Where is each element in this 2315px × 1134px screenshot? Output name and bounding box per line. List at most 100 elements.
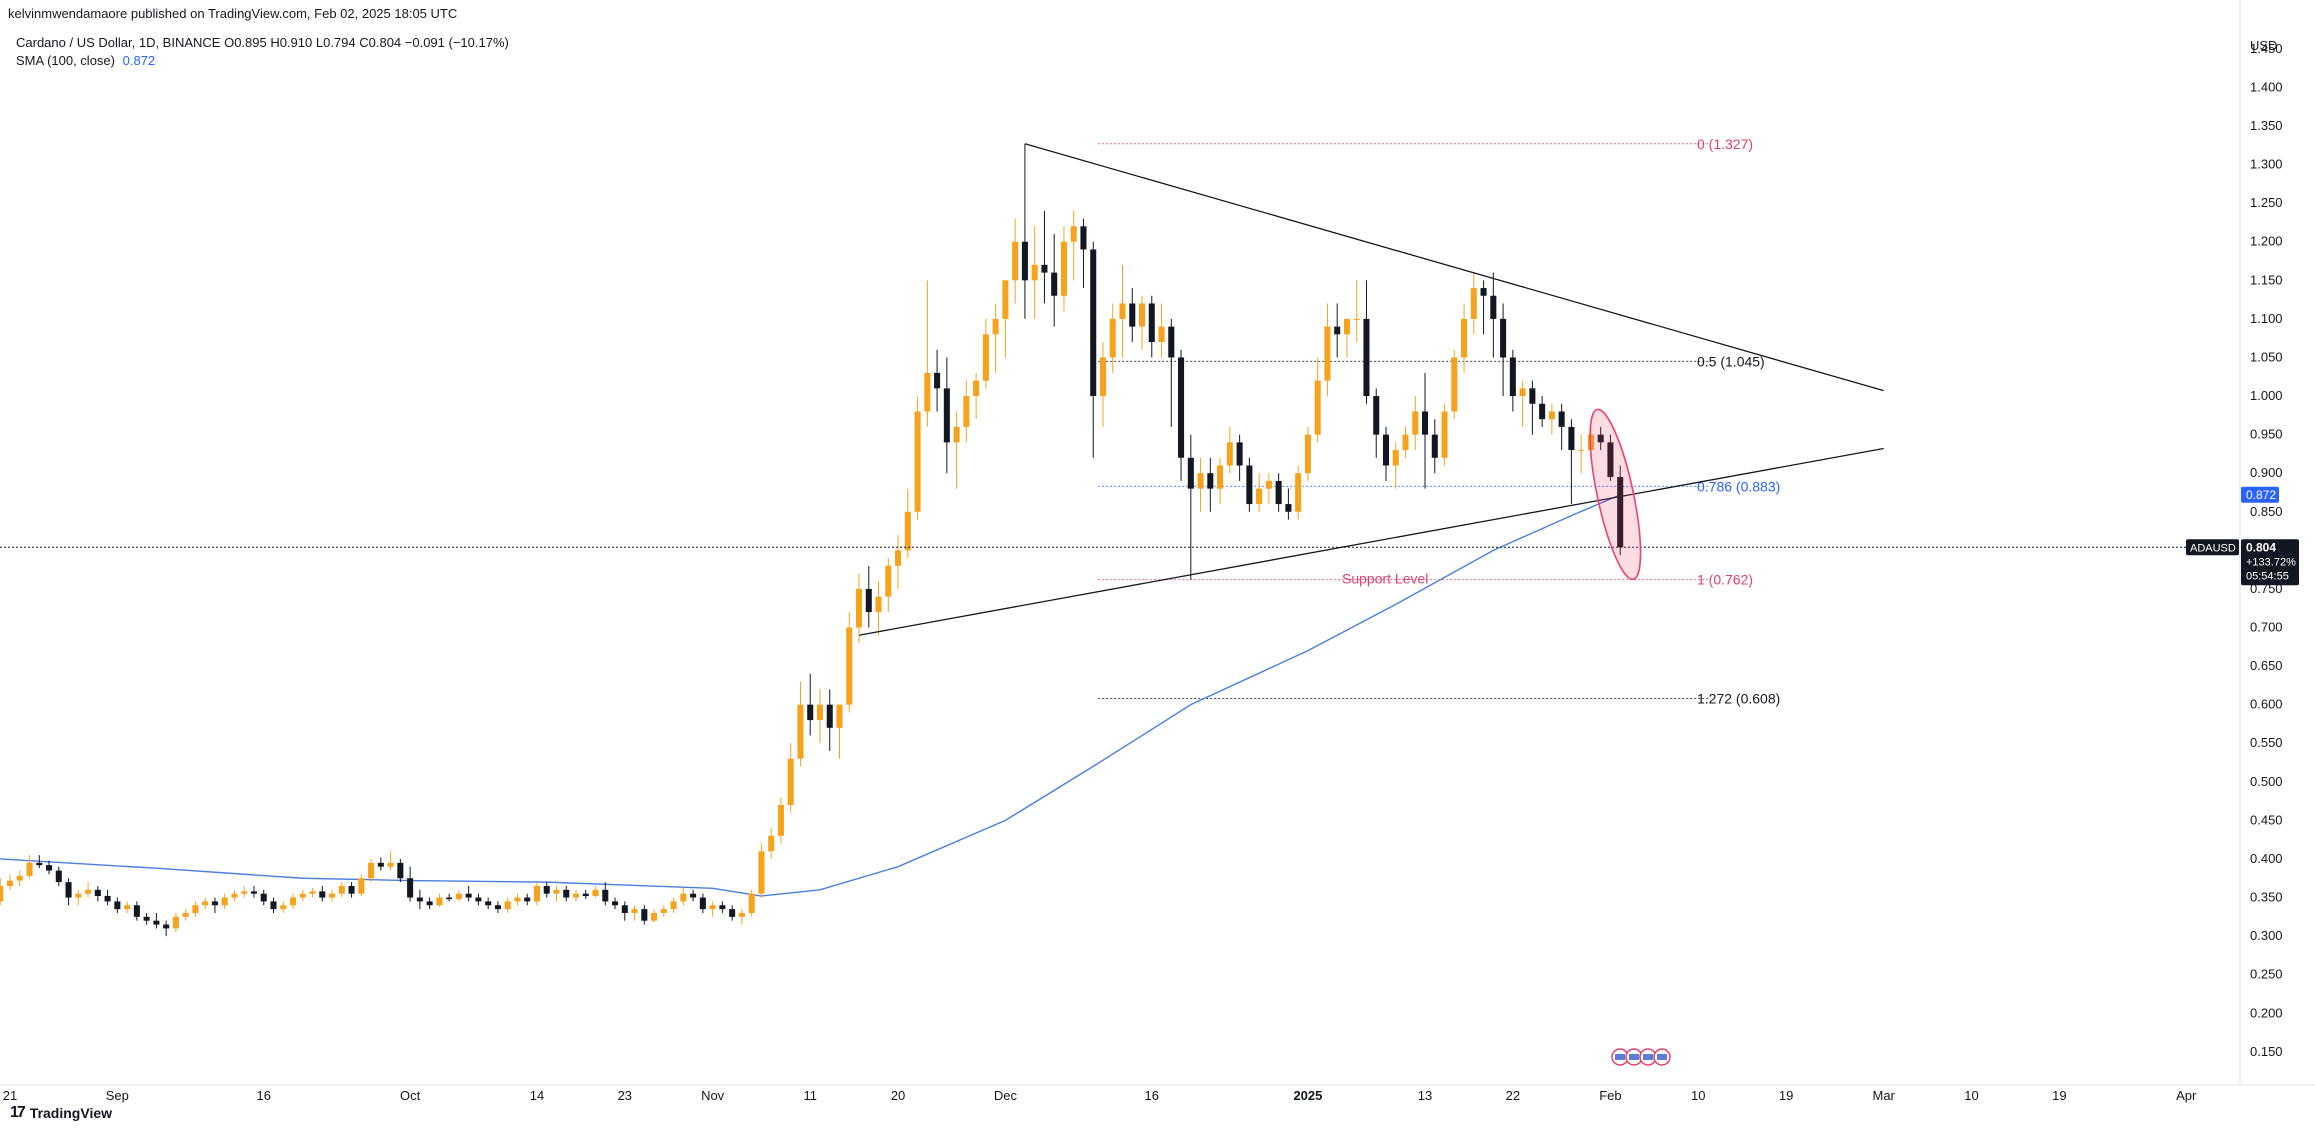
candle [1158,303,1165,358]
candle [250,885,257,898]
sma-legend[interactable]: SMA (100, close) 0.872 [16,52,513,70]
candle-body [1148,303,1155,343]
candle-body [104,896,111,902]
time-tick-label: Feb [1599,1088,1621,1103]
candle-body [748,893,755,913]
candle-body [241,891,248,894]
candle-body [836,704,843,728]
candle-body [1138,303,1146,327]
candle-body [1324,326,1331,381]
candle-body [1168,326,1175,358]
price-tick-label: 0.450 [2250,812,2283,827]
candle [55,866,62,886]
candle [1539,396,1546,427]
candle [1597,426,1604,451]
candle-body [270,901,277,910]
candle-body [982,334,989,381]
candle-body [289,897,297,906]
price-tick-label: 0.700 [2250,620,2283,635]
sma-value: 0.872 [122,53,156,68]
price-tags: 0.872 ADAUSD 0.804 +133.72% 05:54:55 [2186,486,2299,586]
candle [924,280,931,427]
event-icons[interactable] [1611,1048,1671,1066]
candle-body [816,704,824,721]
candle-body [612,901,619,906]
time-axis[interactable]: 21 Sep 16 Oct 14 23 Nov 11 20 Dec 16 2025 13 22 Feb 10 1… [3,1088,2197,1103]
candle-body [768,835,775,852]
candle-body [1558,411,1565,427]
candle-body [680,893,687,902]
candle [1178,349,1185,481]
candle-body [1031,264,1038,281]
price-tick-label: 0.200 [2250,1005,2283,1020]
candle-body [953,426,960,443]
symbol-ohlc: Cardano / US Dollar, 1D, BINANCE O0.895 … [16,35,509,50]
candle [1441,403,1448,466]
price-axis[interactable]: 1.450 1.400 1.350 1.300 1.250 1.200 1.150 1.100… [2250,41,2283,1059]
candle [153,912,160,929]
candle-body [797,704,804,759]
candle-body [1441,411,1448,458]
candle-body [1187,457,1194,489]
candle [85,882,92,898]
candle-body [641,909,648,921]
candle-body [465,893,472,898]
candles-layer [0,143,1624,937]
candle [807,673,814,736]
price-tick-label: 1.350 [2250,118,2283,133]
candle [973,372,980,420]
time-tick-label: 13 [1418,1088,1432,1103]
candle-body [1129,303,1136,327]
candle-body [1256,488,1263,505]
candle [914,396,921,520]
candle [172,912,179,933]
candle [241,885,248,898]
candle [211,897,218,913]
price-tick-label: 0.400 [2250,851,2283,866]
candle-body [1217,465,1224,489]
time-tick-label: Nov [701,1088,725,1103]
candle [719,901,726,913]
candle [875,581,882,636]
symbol-tag-text: ADAUSD [2190,542,2236,554]
candle-body [1236,442,1243,466]
price-tick-label: 0.500 [2250,774,2283,789]
candle-body [1285,504,1292,512]
candle [1431,419,1438,474]
candle [816,689,824,744]
event-flag-fill [1643,1054,1653,1060]
candle-body [211,901,218,906]
candle [748,889,755,917]
candle [387,851,394,871]
candle-body [309,891,316,894]
candle [280,901,287,913]
candle-body [924,372,931,412]
candle-body [631,909,638,913]
candle-body [963,396,970,427]
candle [455,889,462,902]
symbol-legend[interactable]: Cardano / US Dollar, 1D, BINANCE O0.895 … [16,34,513,52]
candle [416,889,423,910]
candle [660,905,667,917]
candle [1138,295,1146,350]
candle-body [397,862,404,879]
time-tick-label: Sep [106,1088,129,1103]
candle-body [1099,357,1107,397]
candle [1353,280,1360,343]
candle-body [592,889,599,897]
candle-body [1178,357,1185,458]
candle-body [690,893,697,898]
candle [26,855,33,879]
candle-body [1421,411,1429,435]
candle-body [621,905,628,913]
chart-legend: Cardano / US Dollar, 1D, BINANCE O0.895 … [16,34,513,70]
candle-body [0,885,4,902]
tradingview-logo-icon: 17 [10,1104,26,1121]
candle [865,565,872,628]
tradingview-logo[interactable]: 17 TradingView [10,1104,112,1122]
candle [124,901,131,913]
candle [1451,349,1458,420]
candle-body [202,901,209,906]
candle-body [514,897,521,902]
